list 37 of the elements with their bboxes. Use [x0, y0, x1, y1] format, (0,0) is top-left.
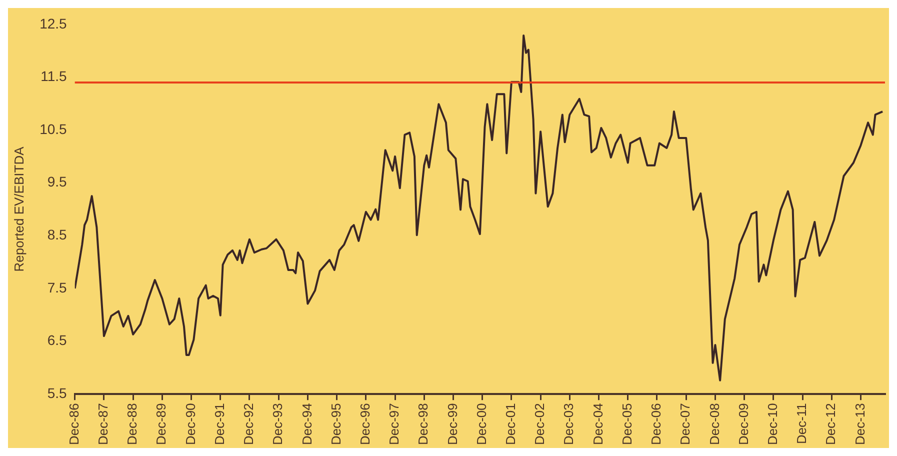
y-tick-label: 12.5	[40, 15, 68, 32]
x-tick-label: Dec-02	[532, 403, 548, 446]
x-tick-label: Dec-95	[328, 403, 344, 446]
x-tick-label: Dec-04	[590, 403, 606, 446]
x-tick-label: Dec-09	[736, 403, 751, 446]
x-tick-label: Dec-05	[619, 403, 634, 446]
x-tick-label: Dec-07	[678, 403, 693, 446]
x-tick-label: Dec-88	[124, 403, 140, 446]
x-tick-label: Dec-90	[182, 403, 198, 446]
x-tick-label: Dec-03	[561, 403, 576, 446]
x-tick-label: Dec-98	[416, 403, 431, 446]
x-tick-label: Dec-08	[706, 403, 722, 446]
x-tick-label: Dec-99	[444, 403, 460, 446]
x-tick-label: Dec-89	[154, 403, 169, 446]
x-tick-label: Dec-92	[241, 403, 256, 446]
y-tick-label: 8.5	[47, 226, 68, 243]
x-tick-label: Dec-00	[474, 403, 489, 446]
x-tick-label: Dec-94	[299, 403, 314, 446]
x-tick-label: Dec-01	[503, 403, 518, 446]
x-tick-label: Dec-93	[270, 403, 286, 446]
x-tick-label: Dec-13	[852, 403, 868, 446]
y-tick-label: 7.5	[47, 279, 68, 296]
y-tick-label: 10.5	[40, 120, 68, 137]
x-tick-label: Dec-96	[358, 403, 372, 446]
x-tick-label: Dec-06	[648, 403, 664, 446]
y-tick-label: 6.5	[47, 332, 68, 348]
y-tick-label: 5.5	[47, 384, 68, 401]
y-axis-title: Reported EV/EBITDA	[11, 146, 26, 272]
x-tick-label: Dec-97	[386, 403, 402, 446]
x-tick-label: Dec-10	[765, 403, 780, 446]
x-tick-label: Dec-91	[212, 403, 227, 446]
x-tick-label: Dec-11	[794, 403, 810, 444]
x-tick-label: Dec-87	[96, 403, 111, 446]
x-tick-label: Dec-86	[66, 403, 82, 446]
y-tick-label: 9.5	[47, 174, 68, 190]
y-tick-label: 11.5	[40, 68, 68, 84]
x-tick-label: Dec-12	[823, 403, 838, 446]
